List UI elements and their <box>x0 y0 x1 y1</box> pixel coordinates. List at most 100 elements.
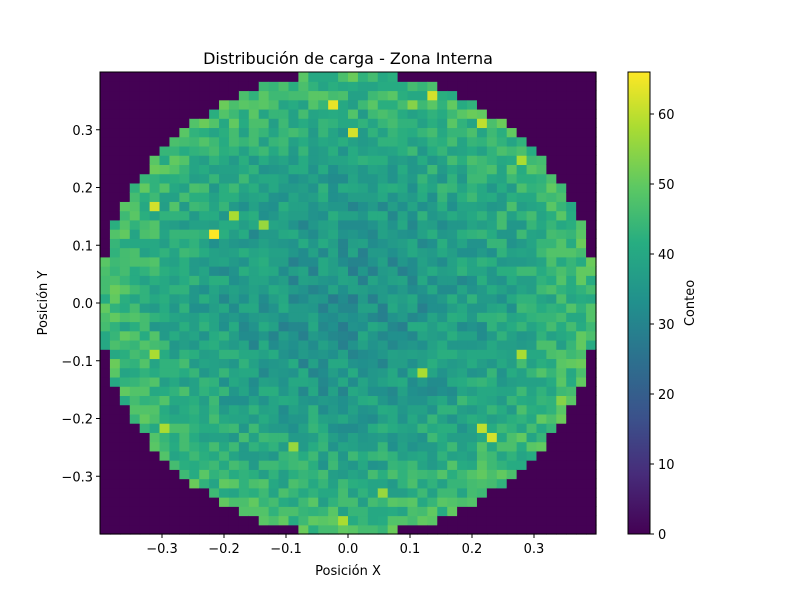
heatmap-cell <box>348 247 359 258</box>
heatmap-cell <box>328 201 339 212</box>
heatmap-cell <box>506 358 518 369</box>
heatmap-cell <box>566 478 577 489</box>
heatmap-cell <box>556 127 567 138</box>
heatmap-cell <box>417 229 428 239</box>
heatmap-cell <box>437 515 448 526</box>
heatmap-cell <box>139 118 151 129</box>
heatmap-cell <box>516 219 528 230</box>
heatmap-cell <box>526 219 538 230</box>
heatmap-cell <box>258 247 270 258</box>
heatmap-cell <box>467 118 478 129</box>
heatmap-cell <box>447 376 458 387</box>
heatmap-cell <box>179 423 190 433</box>
heatmap-cell <box>238 497 250 507</box>
heatmap-cell <box>238 386 250 396</box>
heatmap-cell <box>506 127 518 138</box>
heatmap-cell <box>199 108 210 119</box>
heatmap-cell <box>348 497 359 507</box>
heatmap-cell <box>417 238 428 249</box>
heatmap-cell <box>457 386 468 396</box>
heatmap-cell <box>407 275 419 286</box>
heatmap-cell <box>348 312 359 323</box>
heatmap-cell <box>308 229 319 239</box>
heatmap-cell <box>526 376 538 387</box>
heatmap-cell <box>169 423 180 433</box>
heatmap-cell <box>357 247 369 258</box>
heatmap-cell <box>546 247 557 258</box>
heatmap-cell <box>318 506 329 517</box>
heatmap-cell <box>506 118 518 129</box>
heatmap-cell <box>516 478 528 489</box>
heatmap-cell <box>278 506 290 517</box>
heatmap-cell <box>357 358 369 369</box>
heatmap-cell <box>328 469 339 480</box>
heatmap-cell <box>486 164 498 175</box>
heatmap-cell <box>318 275 329 286</box>
heatmap-cell <box>109 256 121 267</box>
heatmap-cell <box>397 460 409 470</box>
heatmap-cell <box>457 247 468 258</box>
heatmap-cell <box>219 90 230 101</box>
heatmap-cell <box>308 469 319 480</box>
heatmap-cell <box>199 229 210 239</box>
heatmap-cell <box>516 303 528 313</box>
heatmap-cell <box>179 478 190 489</box>
heatmap-cell <box>169 229 180 239</box>
heatmap-cell <box>437 108 448 119</box>
heatmap-cell <box>238 108 250 119</box>
heatmap-cell <box>100 524 111 535</box>
heatmap-cell <box>268 349 280 360</box>
heatmap-cell <box>516 376 528 387</box>
heatmap-cell <box>546 99 557 110</box>
heatmap-cell <box>258 229 270 239</box>
heatmap-cell <box>169 450 180 461</box>
heatmap-cell <box>119 256 131 267</box>
heatmap-cell <box>248 81 260 92</box>
heatmap-cell <box>318 497 329 507</box>
colorbar-tick-label: 10 <box>658 458 675 473</box>
heatmap-cell <box>119 99 131 110</box>
heatmap-cell <box>238 164 250 175</box>
heatmap-cell <box>457 497 468 507</box>
heatmap-cell <box>427 229 438 239</box>
heatmap-cell <box>476 524 488 535</box>
heatmap-cell <box>417 275 428 286</box>
heatmap-cell <box>566 460 577 470</box>
heatmap-cell <box>397 367 409 378</box>
heatmap-cell <box>258 404 270 415</box>
heatmap-cell <box>129 358 141 369</box>
colorbar-tick-label: 0 <box>658 528 666 543</box>
heatmap-cell <box>506 136 518 147</box>
heatmap-cell <box>149 173 161 184</box>
heatmap-cell <box>437 460 448 470</box>
heatmap-cell <box>109 515 121 526</box>
heatmap-cell <box>496 256 508 267</box>
heatmap-cell <box>119 303 131 313</box>
heatmap-cell <box>556 349 567 360</box>
heatmap-cell <box>377 210 389 221</box>
heatmap-cell <box>387 330 399 341</box>
heatmap-cell <box>397 238 409 249</box>
heatmap-cell <box>476 266 488 276</box>
heatmap-cell <box>546 210 557 221</box>
heatmap-cell <box>119 229 131 239</box>
heatmap-cell <box>209 339 220 350</box>
heatmap-cell <box>258 256 270 267</box>
heatmap-cell <box>476 515 488 526</box>
heatmap-cell <box>486 266 498 276</box>
heatmap-cell <box>486 81 498 92</box>
heatmap-cell <box>189 275 200 286</box>
heatmap-cell <box>149 108 161 119</box>
heatmap-cell <box>566 413 577 424</box>
heatmap-cell <box>149 81 161 92</box>
heatmap-cell <box>397 182 409 193</box>
heatmap-cell <box>338 229 349 239</box>
heatmap-cell <box>417 460 428 470</box>
heatmap-cell <box>516 266 528 276</box>
heatmap-cell <box>387 321 399 332</box>
heatmap-cell <box>219 487 230 498</box>
heatmap-cell <box>288 275 299 286</box>
heatmap-cell <box>199 460 210 470</box>
heatmap-cell <box>129 506 141 517</box>
heatmap-cell <box>268 266 280 276</box>
